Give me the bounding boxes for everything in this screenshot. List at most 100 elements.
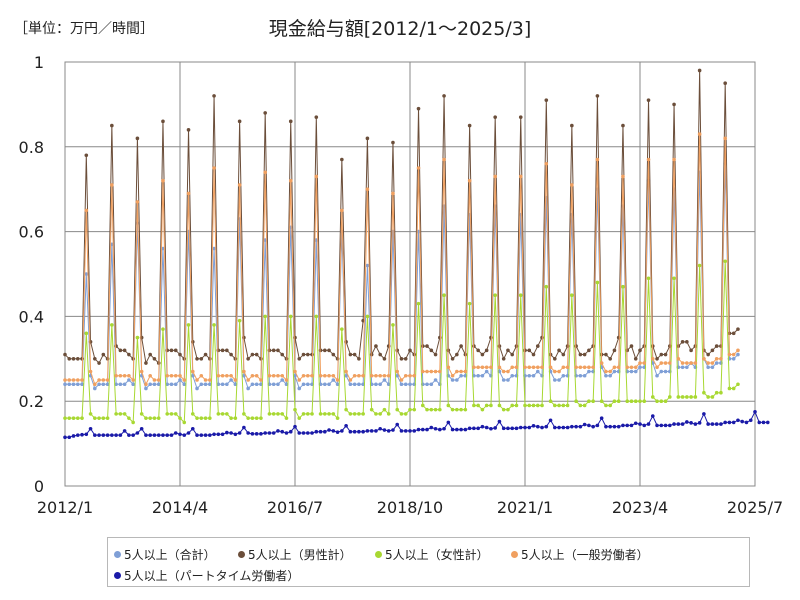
data-point [378, 382, 382, 387]
data-point [727, 386, 732, 391]
data-point [420, 344, 425, 348]
data-point [220, 348, 225, 353]
data-point [276, 412, 280, 416]
data-point [365, 314, 370, 319]
data-point [616, 399, 621, 404]
data-point [714, 357, 719, 361]
data-point [395, 407, 400, 412]
data-point [225, 382, 229, 387]
data-point [382, 357, 387, 361]
data-point [352, 352, 357, 357]
data-point [621, 423, 625, 428]
data-point [105, 416, 110, 420]
data-point [484, 348, 489, 353]
data-point [301, 431, 306, 435]
data-point [638, 361, 642, 365]
y-tick-label: 0.8 [19, 138, 44, 157]
data-point [403, 357, 408, 361]
data-point [152, 433, 157, 437]
data-point [190, 412, 195, 416]
data-point [391, 428, 395, 432]
data-point [75, 357, 80, 361]
data-point [403, 373, 408, 378]
data-point [293, 373, 297, 378]
data-point [161, 433, 165, 437]
data-point [84, 153, 89, 158]
data-point [293, 424, 297, 429]
data-point [501, 426, 506, 431]
data-point [361, 412, 365, 416]
data-point [650, 414, 655, 418]
data-point [165, 412, 170, 416]
data-point [642, 399, 647, 404]
data-point [382, 428, 387, 432]
legend-item-4: 5人以上（パートタイム労働者） [108, 567, 299, 584]
data-point [570, 123, 574, 128]
data-point [220, 432, 225, 437]
data-point [114, 433, 118, 437]
data-point [736, 327, 740, 331]
data-point [344, 373, 348, 378]
data-point [97, 378, 101, 382]
data-point [574, 399, 578, 404]
data-point [305, 373, 310, 378]
data-point [672, 157, 676, 162]
series-line [65, 410, 768, 438]
data-point [736, 352, 740, 357]
data-point [710, 348, 715, 353]
data-point [161, 327, 165, 331]
data-point [518, 174, 523, 179]
data-point [702, 412, 706, 416]
data-point [753, 410, 757, 414]
data-point [616, 365, 621, 370]
data-point [276, 373, 280, 378]
data-point [93, 433, 97, 437]
data-point [429, 382, 434, 387]
data-point [450, 378, 455, 382]
data-point [161, 178, 165, 183]
data-point [702, 357, 706, 361]
data-point [714, 344, 719, 348]
data-point [71, 434, 76, 438]
data-point [574, 424, 578, 429]
data-point [663, 369, 668, 374]
data-point [480, 407, 485, 412]
data-point [323, 382, 327, 387]
data-point [212, 246, 216, 251]
data-point [561, 373, 566, 378]
data-point [433, 378, 438, 382]
data-point [318, 373, 323, 378]
data-point [399, 378, 404, 382]
data-point [510, 426, 515, 431]
data-point [284, 431, 289, 435]
data-point [595, 280, 600, 285]
data-point [425, 407, 429, 412]
data-point [510, 373, 515, 378]
data-point [110, 433, 114, 437]
data-point [195, 386, 199, 391]
data-point [114, 344, 118, 348]
data-point [344, 423, 348, 428]
data-point [340, 327, 344, 331]
data-point [510, 365, 515, 370]
data-point [591, 365, 595, 370]
data-point [314, 174, 319, 179]
data-point [714, 422, 719, 426]
data-point [693, 395, 698, 399]
data-point [365, 187, 370, 191]
data-point [335, 416, 340, 420]
legend-item-0: 5人以上（合計） [108, 546, 216, 563]
data-point [365, 263, 370, 268]
legend-label: 5人以上（女性計） [385, 548, 489, 562]
data-point [740, 419, 745, 424]
data-point [655, 373, 659, 378]
data-point [420, 427, 425, 432]
data-point [114, 412, 118, 416]
data-point [110, 183, 114, 187]
data-point [710, 395, 715, 399]
data-point [727, 352, 732, 357]
data-point [638, 348, 642, 353]
data-point [71, 357, 76, 361]
data-point [761, 420, 766, 425]
data-point [697, 132, 702, 136]
